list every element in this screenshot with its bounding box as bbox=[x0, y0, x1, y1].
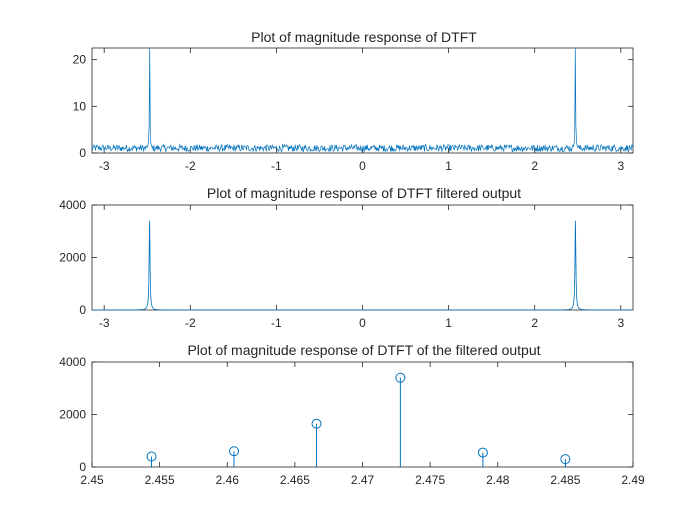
y-tick-label: 2000 bbox=[59, 408, 86, 422]
axes-2-frame bbox=[91, 204, 634, 311]
x-tick-label: 2.485 bbox=[550, 473, 580, 487]
magnitude-line bbox=[91, 47, 634, 153]
x-tick-label: 3 bbox=[617, 159, 624, 173]
x-tick-label: 2.475 bbox=[415, 473, 445, 487]
stem-marker bbox=[395, 372, 406, 383]
x-tick-label: -2 bbox=[185, 159, 196, 173]
x-tick-label: 3 bbox=[617, 316, 624, 330]
axes-3-title: Plot of magnitude response of DTFT of th… bbox=[187, 342, 540, 358]
filtered-magnitude-line bbox=[92, 220, 633, 311]
axes-1-frame bbox=[91, 47, 634, 154]
axes-3: Plot of magnitude response of DTFT of th… bbox=[59, 342, 645, 487]
y-tick-label: 4000 bbox=[59, 198, 86, 212]
axes-3-plot-area bbox=[146, 372, 571, 467]
y-tick-label: 2000 bbox=[59, 251, 86, 265]
stem-marker bbox=[560, 454, 571, 465]
stem-marker bbox=[477, 447, 488, 458]
x-tick-label: -2 bbox=[185, 316, 196, 330]
axes-1-plot-area bbox=[91, 47, 634, 153]
axes-3-frame bbox=[91, 361, 634, 468]
y-tick-label: 0 bbox=[79, 303, 86, 317]
x-tick-label: 2 bbox=[531, 316, 538, 330]
axes-3-ticks: 2.45 2.455 2.46 2.465 2.47 2.475 2.48 2.485 2.49… bbox=[59, 355, 645, 487]
stem-marker bbox=[229, 446, 240, 457]
x-tick-label: 0 bbox=[359, 159, 366, 173]
stem-marker bbox=[146, 451, 157, 462]
x-tick-label: 2.46 bbox=[216, 473, 240, 487]
x-tick-label: 2 bbox=[531, 159, 538, 173]
x-tick-label: -3 bbox=[99, 316, 110, 330]
axes-1-title: Plot of magnitude response of DTFT bbox=[251, 29, 477, 45]
x-tick-label: 2.45 bbox=[80, 473, 104, 487]
y-tick-label: 4000 bbox=[59, 355, 86, 369]
axes-1: Plot of magnitude response of DTFT -3 -2-… bbox=[73, 29, 634, 173]
y-tick-label: 10 bbox=[73, 99, 87, 113]
axes-1-ticks: -3 -2 -1 0 1 2 3 0 10 20 bbox=[73, 48, 633, 173]
y-tick-label: 0 bbox=[79, 146, 86, 160]
x-tick-label: 2.455 bbox=[145, 473, 175, 487]
axes-2-title: Plot of magnitude response of DTFT filte… bbox=[207, 185, 521, 201]
y-tick-label: 0 bbox=[79, 460, 86, 474]
x-tick-label: 2.465 bbox=[280, 473, 310, 487]
x-tick-label: -3 bbox=[99, 159, 110, 173]
x-tick-label: 0 bbox=[359, 316, 366, 330]
axes-2-ticks: -3 -2 -1 0 1 2 3 0 2000 4000 bbox=[59, 198, 633, 330]
y-tick-label: 20 bbox=[73, 53, 87, 67]
x-tick-label: -1 bbox=[271, 316, 282, 330]
stem-marker bbox=[311, 418, 322, 429]
x-tick-label: 2.49 bbox=[621, 473, 645, 487]
axes-2: Plot of magnitude response of DTFT filte… bbox=[59, 185, 634, 330]
x-tick-label: 1 bbox=[445, 159, 452, 173]
x-tick-label: 1 bbox=[445, 316, 452, 330]
x-tick-label: 2.48 bbox=[486, 473, 510, 487]
x-tick-label: -1 bbox=[271, 159, 282, 173]
axes-2-plot-area bbox=[92, 220, 633, 311]
x-tick-label: 2.47 bbox=[351, 473, 375, 487]
